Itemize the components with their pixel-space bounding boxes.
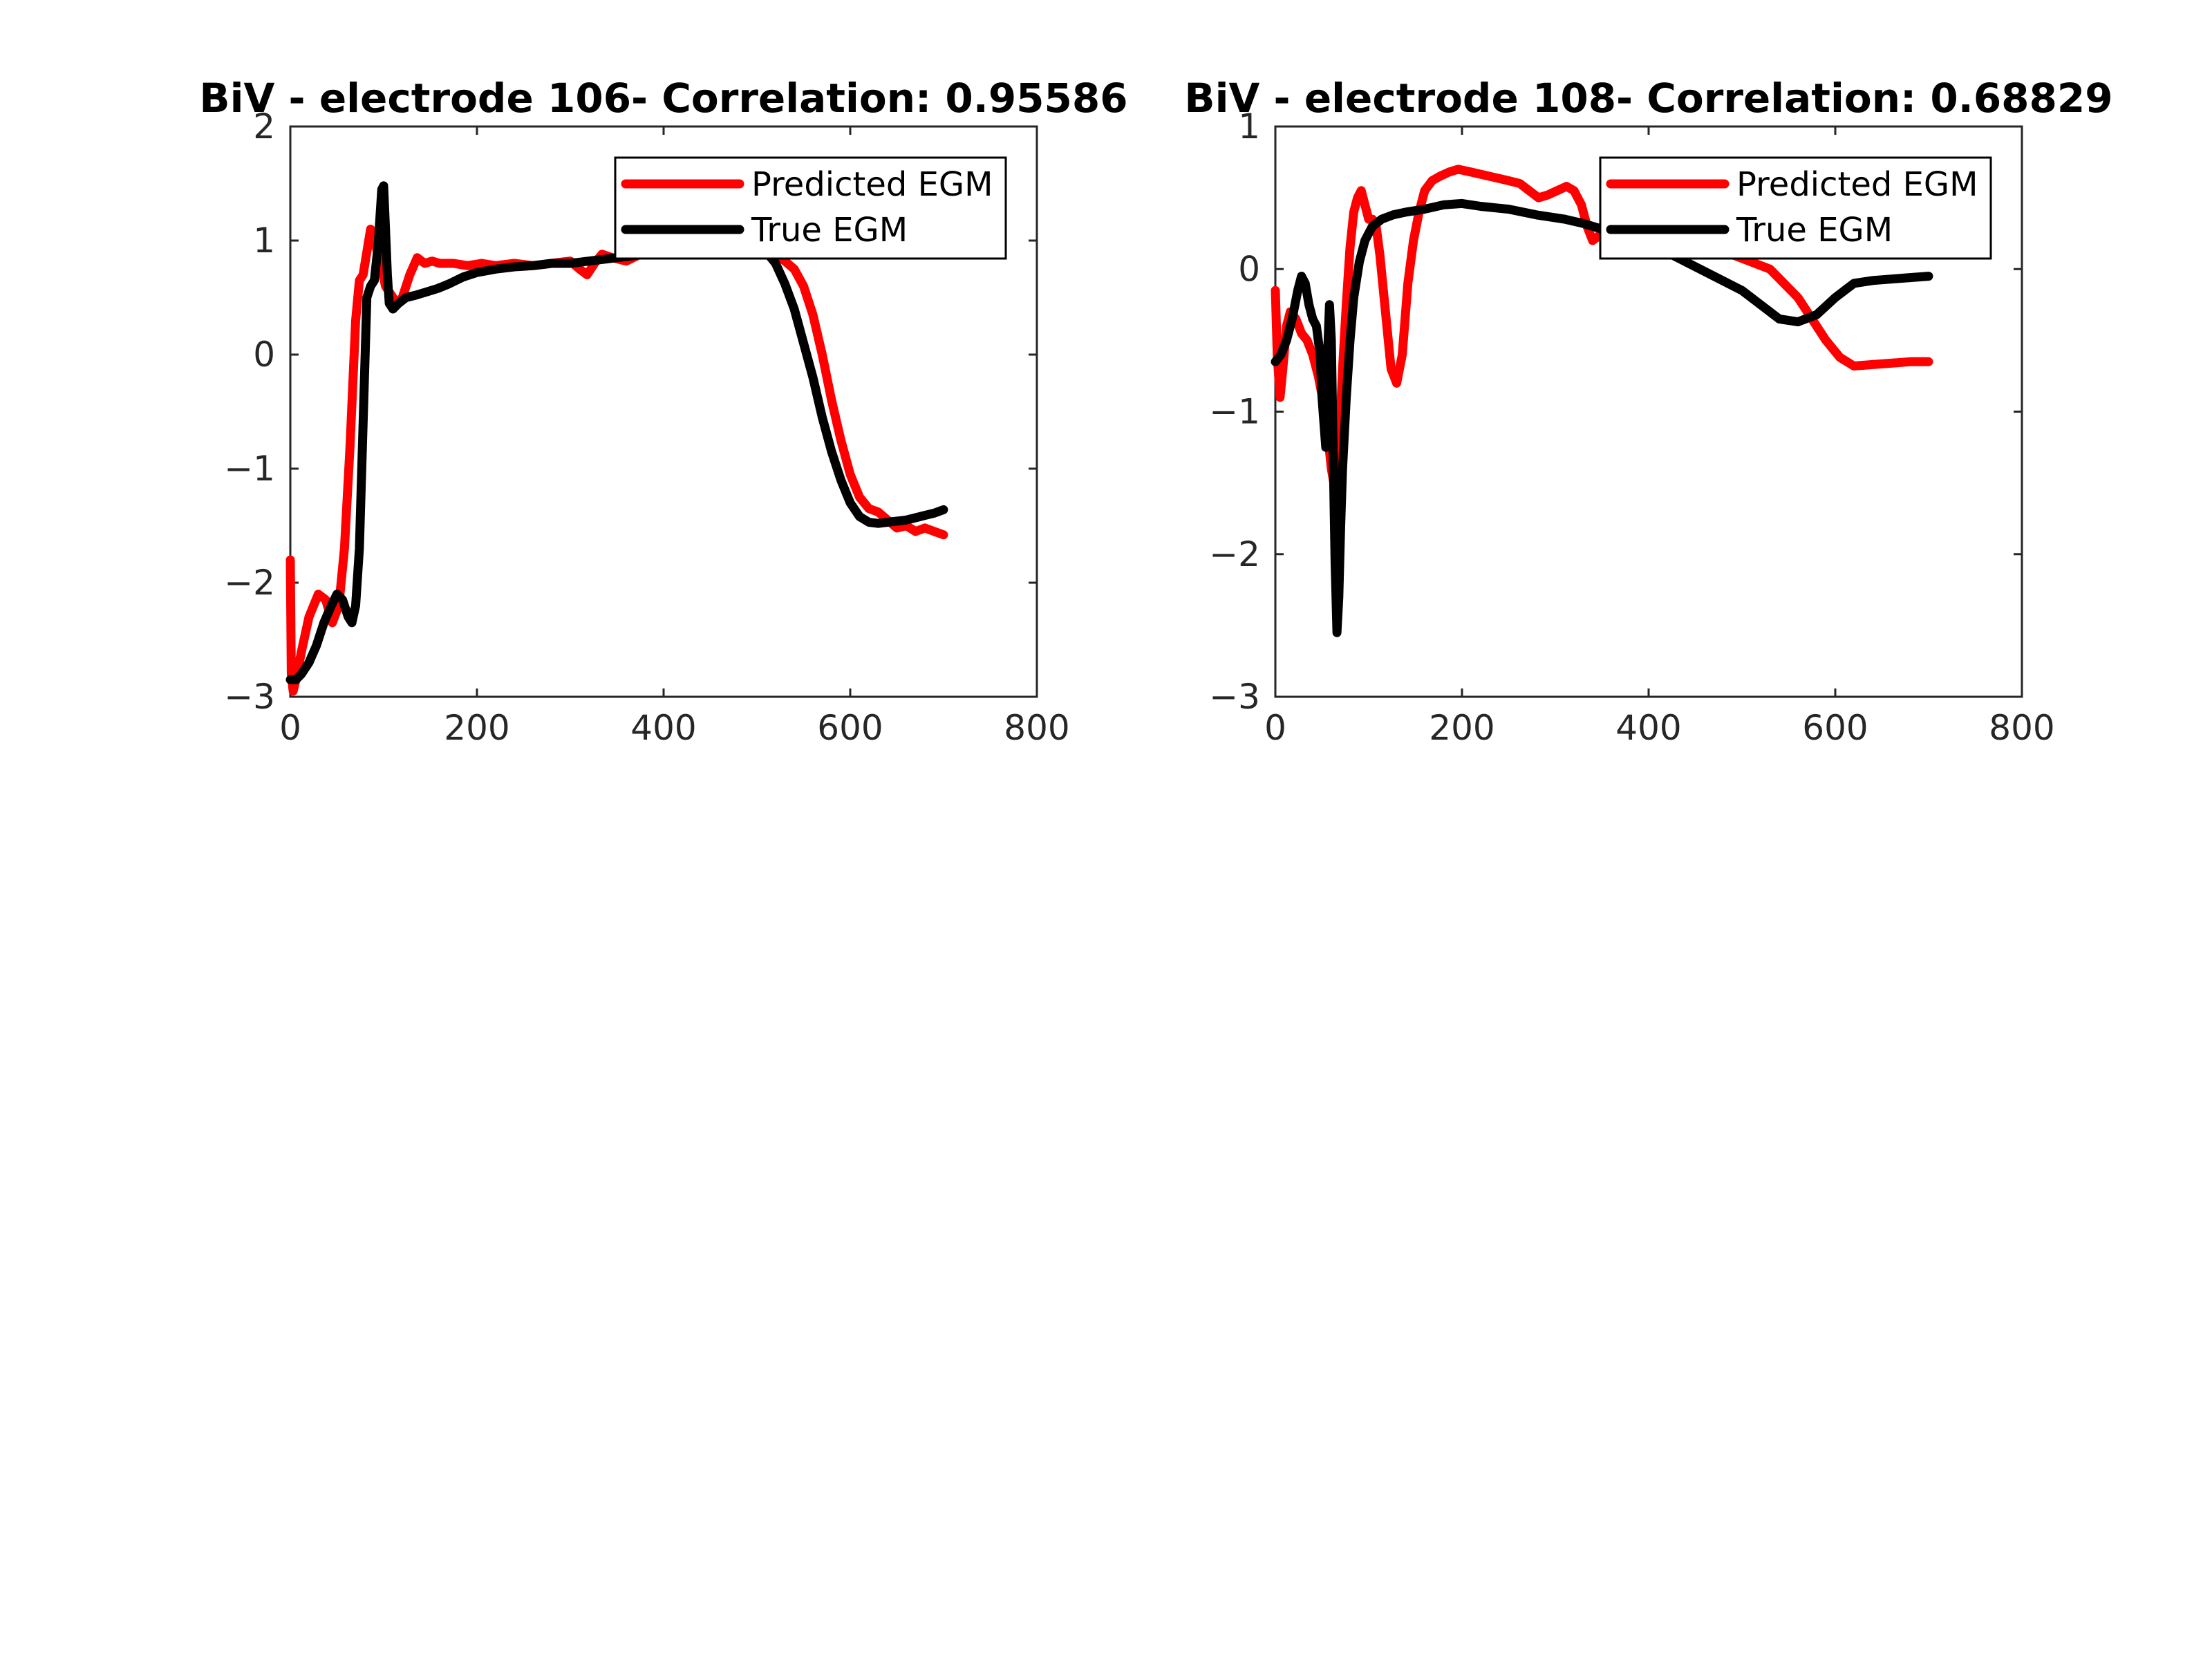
x-tick-labels: 0 200 400 600 800 — [279, 708, 1070, 748]
y-tick-label: −2 — [1209, 534, 1260, 574]
legend-label-predicted-egm: Predicted EGM — [751, 165, 993, 204]
series-line-true-egm — [1271, 198, 1933, 637]
y-tick-label: 1 — [253, 221, 275, 261]
y-tick-label: −3 — [1209, 677, 1260, 717]
legend-box — [614, 156, 1007, 260]
series-lines — [285, 181, 948, 696]
y-tick-label: 0 — [1238, 249, 1260, 289]
legend: Predicted EGM True EGM — [614, 156, 1007, 260]
y-tick-label: −1 — [224, 449, 275, 489]
y-tick-label: 2 — [253, 106, 275, 147]
x-tick-labels: 0 200 400 600 800 — [1264, 708, 2055, 748]
x-tick-label: 800 — [1989, 708, 2054, 748]
legend-label-predicted-egm: Predicted EGM — [1736, 165, 1978, 204]
y-tick-label: −3 — [224, 677, 275, 717]
y-tick-label: 1 — [1238, 106, 1260, 147]
plot-title: BiV - electrode 108- Correlation: 0.6882… — [1184, 75, 2112, 122]
x-tick-label: 0 — [279, 708, 301, 748]
legend: Predicted EGM True EGM — [1599, 156, 1992, 260]
x-tick-label: 600 — [1802, 708, 1868, 748]
x-tick-label: 400 — [630, 708, 696, 748]
y-tick-labels: −3 −2 −1 0 1 2 — [224, 106, 275, 717]
plot-title: BiV - electrode 106- Correlation: 0.9558… — [199, 75, 1127, 122]
x-tick-label: 600 — [817, 708, 883, 748]
legend-label-true-egm: True EGM — [1736, 211, 1893, 250]
x-tick-label: 400 — [1615, 708, 1681, 748]
plot-electrode-106: 0 200 400 600 800 −3 −2 −1 0 1 2 BiV - electrode … — [199, 75, 1127, 748]
tick-marks — [1274, 125, 2023, 698]
legend-label-true-egm: True EGM — [751, 211, 908, 250]
legend-box — [1599, 156, 1992, 260]
plot-electrode-108: 0 200 400 600 800 −3 −2 −1 0 1 BiV - electrode 1… — [1184, 75, 2112, 748]
y-tick-label: −1 — [1209, 392, 1260, 432]
x-tick-label: 0 — [1264, 708, 1286, 748]
x-tick-label: 200 — [1429, 708, 1494, 748]
y-tick-label: 0 — [253, 335, 275, 375]
x-tick-label: 800 — [1004, 708, 1069, 748]
tick-marks — [289, 125, 1038, 698]
y-tick-label: −2 — [224, 563, 275, 603]
series-line-true-egm — [285, 181, 948, 684]
x-tick-label: 200 — [444, 708, 509, 748]
y-tick-labels: −3 −2 −1 0 1 — [1209, 106, 1260, 717]
